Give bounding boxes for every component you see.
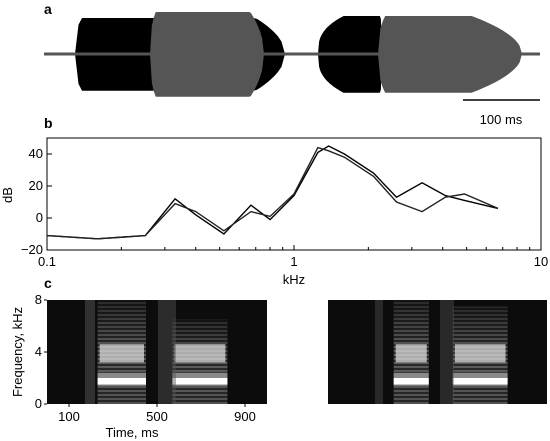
noise-burst <box>85 300 95 404</box>
frequency-axis-label: Frequency, kHz <box>10 307 25 397</box>
x-tick-label: 1 <box>290 254 297 269</box>
time-tick-label: 100 <box>58 409 80 424</box>
noise-burst <box>440 300 454 404</box>
panel-b-label: b <box>44 115 53 131</box>
spectrogram-left-background <box>47 300 267 404</box>
time-tick-label: 900 <box>234 409 256 424</box>
panel-c-label: c <box>44 275 52 291</box>
y-tick-label: −20 <box>21 242 43 257</box>
time-axis-label: Time, ms <box>106 425 159 440</box>
panel-a-label: a <box>44 1 52 17</box>
x-tick-label: 10 <box>534 254 548 269</box>
y-tick-label: 0 <box>36 210 43 225</box>
spectrogram-right <box>328 300 547 404</box>
y-tick-label: 40 <box>29 146 43 161</box>
fundamental-band <box>452 378 508 385</box>
noise-burst <box>158 300 176 404</box>
fundamental-band <box>393 378 429 385</box>
formant-band <box>454 344 506 363</box>
x-axis-label: kHz <box>283 272 305 287</box>
spectrum-series <box>46 145 499 240</box>
x-tick-label: 0.1 <box>38 254 56 269</box>
spectrum-series-line-1 <box>46 145 499 240</box>
time-tick-label: 500 <box>146 409 168 424</box>
spectrogram-right-background <box>328 300 547 404</box>
spectrum-series-line-2 <box>46 146 499 240</box>
scale-bar-label: 100 ms <box>480 112 523 127</box>
y-tick-label: 20 <box>29 178 43 193</box>
formant-band <box>99 344 144 363</box>
spectrogram-left: 0 4 8 100 500 900 Frequency, kHz Time, ms <box>10 292 267 440</box>
waveform-panel: 100 ms <box>44 12 540 127</box>
frequency-tick-label: 4 <box>35 344 42 359</box>
frequency-tick-label: 0 <box>35 396 42 411</box>
fundamental-band <box>172 378 228 385</box>
spectrum-chart: 0.1 1 10 −20 0 20 40 kHz dB <box>0 137 548 287</box>
spectrum-ticks: 0.1 1 10 −20 0 20 40 <box>21 146 548 269</box>
formant-band <box>174 344 226 363</box>
y-axis-label: dB <box>0 187 15 203</box>
formant-band <box>395 344 427 363</box>
noise-burst <box>375 300 383 404</box>
frequency-tick-label: 8 <box>35 292 42 307</box>
fundamental-band <box>97 378 146 385</box>
